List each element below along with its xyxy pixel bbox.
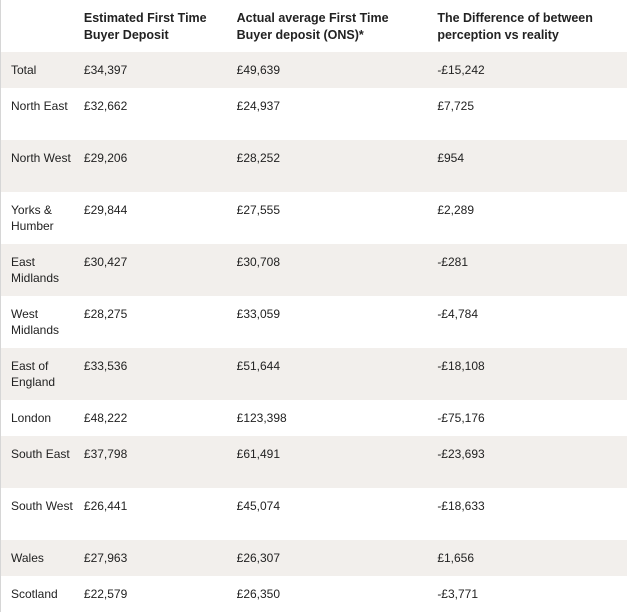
estimated-cell: £34,397 [83,63,128,77]
difference-cell: £2,289 [437,203,475,217]
region-cell: East of England [11,359,56,389]
estimated-cell: £37,798 [83,447,128,461]
table-row: London £48,222 £123,398 -£75,176 [1,400,627,436]
region-cell: Yorks & Humber [11,203,54,233]
estimated-cell: £30,427 [83,255,128,269]
difference-cell: -£18,633 [437,499,485,513]
difference-cell: £7,725 [437,99,475,113]
table-row: Total £34,397 £49,639 -£15,242 [1,52,627,88]
estimated-cell: £29,206 [83,151,128,165]
actual-cell: £61,491 [236,447,281,461]
region-cell: Wales [11,551,44,565]
estimated-cell: £48,222 [83,411,128,425]
table-row: North West £29,206 £28,252 £954 [1,140,627,192]
estimated-cell: £27,963 [83,551,128,565]
actual-cell: £51,644 [236,359,281,373]
difference-cell: -£23,693 [437,447,485,461]
header-estimated-deposit: Estimated First Time Buyer Deposit [83,11,207,42]
region-cell: Scotland [11,587,58,601]
difference-cell: -£75,176 [437,411,485,425]
table-row: Wales £27,963 £26,307 £1,656 [1,540,627,576]
difference-cell: £954 [437,151,465,165]
actual-cell: £45,074 [236,499,281,513]
estimated-cell: £26,441 [83,499,128,513]
actual-cell: £49,639 [236,63,281,77]
table-row: East of England £33,536 £51,644 -£18,108 [1,348,627,400]
difference-cell: -£15,242 [437,63,485,77]
region-cell: South East [11,447,70,461]
actual-cell: £30,708 [236,255,281,269]
actual-cell: £26,307 [236,551,281,565]
table-row: Yorks & Humber £29,844 £27,555 £2,289 [1,192,627,244]
header-region [1,0,74,52]
table-row: East Midlands £30,427 £30,708 -£281 [1,244,627,296]
table-row: South East £37,798 £61,491 -£23,693 [1,436,627,488]
table-row: North East £32,662 £24,937 £7,725 [1,88,627,140]
region-cell: South West [11,499,73,513]
region-cell: London [11,411,52,425]
table-row: West Midlands £28,275 £33,059 -£4,784 [1,296,627,348]
estimated-cell: £33,536 [83,359,128,373]
actual-cell: £27,555 [236,203,281,217]
table-row: South West £26,441 £45,074 -£18,633 [1,488,627,540]
region-cell: North West [11,151,71,165]
actual-cell: £26,350 [236,587,281,601]
actual-cell: £123,398 [236,411,287,425]
header-actual-deposit: Actual average First Time Buyer deposit … [236,11,389,42]
actual-cell: £28,252 [236,151,281,165]
region-cell: North East [11,99,68,113]
difference-cell: -£18,108 [437,359,485,373]
difference-cell: £1,656 [437,551,475,565]
header-difference: The Difference of between perception vs … [437,11,593,42]
region-cell: West Midlands [11,307,60,337]
difference-cell: -£3,771 [437,587,479,601]
table-header-row: Estimated First Time Buyer Deposit Actua… [1,0,627,52]
region-cell: Total [11,63,37,77]
estimated-cell: £22,579 [83,587,128,601]
difference-cell: -£281 [437,255,469,269]
estimated-cell: £28,275 [83,307,128,321]
actual-cell: £24,937 [236,99,281,113]
table-row: Scotland £22,579 £26,350 -£3,771 [1,576,627,612]
actual-cell: £33,059 [236,307,281,321]
estimated-cell: £32,662 [83,99,128,113]
estimated-cell: £29,844 [83,203,128,217]
region-cell: East Midlands [11,255,60,285]
difference-cell: -£4,784 [437,307,479,321]
